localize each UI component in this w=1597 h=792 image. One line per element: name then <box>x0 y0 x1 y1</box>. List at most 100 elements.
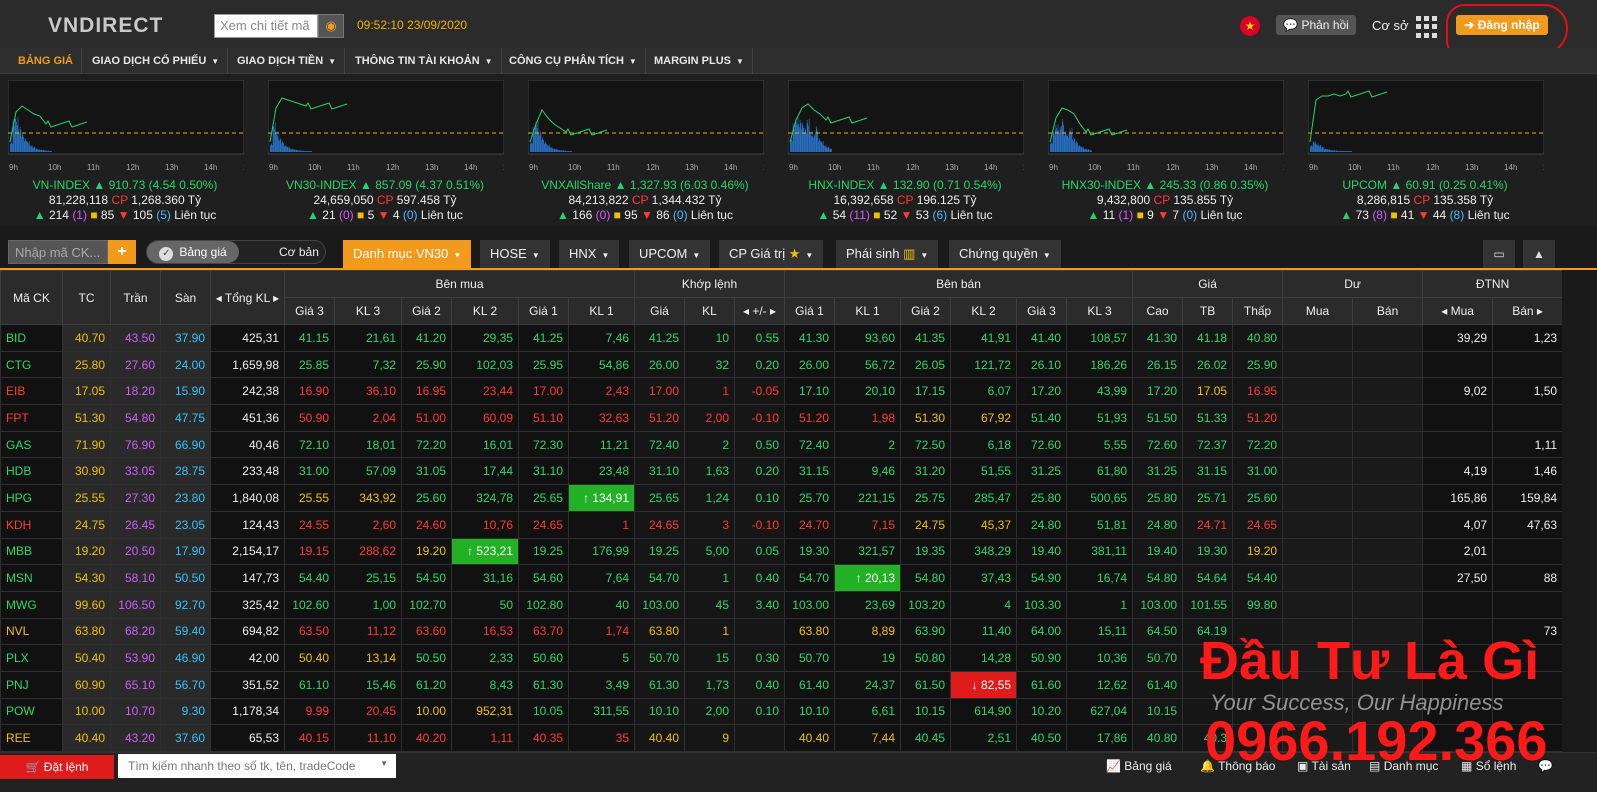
col-sub-6[interactable]: Giá <box>634 297 685 325</box>
stock-code-input[interactable]: Nhập mã CK... <box>8 240 108 264</box>
stock-code[interactable]: POW <box>0 697 63 726</box>
nav-margin-plus[interactable]: MARGIN PLUS ▼ <box>646 48 753 74</box>
quick-search-input[interactable]: Tìm kiếm nhanh theo số tk, tên, tradeCod… <box>118 754 396 778</box>
table-row[interactable]: GAS 71.90 76.90 66.90 40,46 72.10 18,01 72.20 16… <box>0 430 1564 459</box>
col-sub-8[interactable]: ◂ +/- ▸ <box>734 297 785 325</box>
footer-thong-bao[interactable]: 🔔 Thông báo <box>1200 759 1276 773</box>
stock-code[interactable]: NVL <box>0 617 63 646</box>
table-row[interactable]: NVL 63.80 68.20 59.40 694,82 63.50 11,12 63.60 1… <box>0 617 1564 646</box>
tab-phai-sinh[interactable]: Phái sinh ▥ ▼ <box>836 240 939 268</box>
table-row[interactable]: BID 40.70 43.50 37.90 425,31 41.15 21,61 41.20 2… <box>0 324 1564 352</box>
col-sub-14[interactable]: KL 3 <box>1065 297 1134 325</box>
index-panel-hnx-index[interactable]: 9h 10h 11h 12h 13h 14h 15h HNX-INDEX ▲ 132.90 … <box>780 74 1030 226</box>
index-panel-vn30-index[interactable]: 9h 10h 11h 12h 13h 14h 15h VN30-INDEX ▲ 857.09… <box>260 74 510 226</box>
stock-code[interactable]: PNJ <box>0 670 63 699</box>
col-sub-17[interactable]: Thấp <box>1232 297 1284 325</box>
col-sub-0[interactable]: Giá 3 <box>284 297 335 325</box>
col-sub-20[interactable]: ◂ Mua <box>1422 297 1494 325</box>
stock-code[interactable]: GAS <box>0 430 63 459</box>
col-ma-ck[interactable]: Mã CK <box>0 270 63 325</box>
col-sub-5[interactable]: KL 1 <box>568 297 635 325</box>
stock-code[interactable]: HDB <box>0 457 63 486</box>
tab-cp-gia-tri[interactable]: CP Giá trị ★ ▼ <box>719 240 824 268</box>
table-row[interactable]: HPG 25.55 27.30 23.80 1,840,08 25.55 343,92 25.… <box>0 484 1564 512</box>
coso-label[interactable]: Cơ sở <box>1372 18 1409 33</box>
place-order-button[interactable]: 🛒 Đặt lệnh <box>0 755 114 779</box>
feedback-button[interactable]: 💬 Phản hồi <box>1276 15 1356 35</box>
footer-tai-san[interactable]: ▣ Tài sản <box>1297 759 1351 773</box>
stock-code[interactable]: MSN <box>0 564 63 592</box>
col-tong-kl[interactable]: ◂ Tổng KL ▸ <box>210 270 285 325</box>
table-row[interactable]: CTG 25.80 27.60 24.00 1,659,98 25.85 7,32 25.90… <box>0 350 1564 379</box>
monitor-icon[interactable]: ▭ <box>1483 240 1515 268</box>
col-sub-9[interactable]: Giá 1 <box>784 297 835 325</box>
nav-thong-tin-tai-khoan[interactable]: THÔNG TIN TÀI KHOẢN ▼ <box>347 48 502 74</box>
nav-giao-dich-co-phieu[interactable]: GIAO DỊCH CỔ PHIẾU ▼ <box>84 48 229 74</box>
tab-hose[interactable]: HOSE ▼ <box>480 240 550 268</box>
add-stock-button[interactable]: + <box>108 240 136 264</box>
col-sub-19[interactable]: Bán <box>1352 297 1424 325</box>
stock-code[interactable]: FPT <box>0 404 63 432</box>
stock-code[interactable]: HPG <box>0 484 63 512</box>
stock-code[interactable]: BID <box>0 324 63 352</box>
table-row[interactable]: POW 10.00 10.70 9.30 1,178,34 9.99 20,45 10.00 9… <box>0 697 1564 726</box>
view-eye-icon[interactable]: ◉ <box>318 14 344 38</box>
col-sub-2[interactable]: Giá 2 <box>401 297 452 325</box>
col-tc[interactable]: TC <box>62 270 111 325</box>
table-row[interactable]: EIB 17.05 18.20 15.90 242,38 16.90 36,10 16.95 2… <box>0 377 1564 406</box>
col-sub-21[interactable]: Bán ▸ <box>1492 297 1564 325</box>
table-row[interactable]: PNJ 60.90 65.10 56.70 351,52 61.10 15,46 61.20 8… <box>0 670 1564 699</box>
nav-cong-cu-phan-tich[interactable]: CÔNG CỤ PHÂN TÍCH ▼ <box>501 48 646 74</box>
col-sub-16[interactable]: TB <box>1182 297 1234 325</box>
table-row[interactable]: MSN 54.30 58.10 50.50 147,73 54.40 25,15 54.50 3… <box>0 564 1564 592</box>
col-san[interactable]: Sàn <box>160 270 211 325</box>
table-row[interactable]: KDH 24.75 26.45 23.05 124,43 24.55 2,60 24.60 10… <box>0 510 1564 539</box>
col-sub-11[interactable]: Giá 2 <box>900 297 951 325</box>
col-sub-15[interactable]: Cao <box>1132 297 1184 325</box>
col-sub-13[interactable]: Giá 3 <box>1016 297 1067 325</box>
toggle-bang-gia[interactable]: ✓ Bảng giá <box>147 241 239 263</box>
stock-code[interactable]: PLX <box>0 644 63 672</box>
nav-giao-dich-tien[interactable]: GIAO DỊCH TIỀN ▼ <box>229 48 346 74</box>
tab-chung-quyen[interactable]: Chứng quyền ▼ <box>949 240 1061 268</box>
col-sub-10[interactable]: KL 1 <box>834 297 901 325</box>
vertical-scrollbar[interactable] <box>1562 270 1597 752</box>
index-panel-upcom[interactable]: 9h 10h 11h 12h 13h 14h 15h UPCOM ▲ 60.91 (0.25… <box>1300 74 1550 226</box>
toggle-co-ban[interactable]: Cơ bản <box>279 245 319 259</box>
board-mode-toggle[interactable]: ✓ Bảng giá Cơ bản <box>146 240 326 264</box>
vietnam-flag-icon[interactable]: ★ <box>1240 16 1260 36</box>
col-sub-18[interactable]: Mua <box>1282 297 1354 325</box>
col-sub-4[interactable]: Giá 1 <box>518 297 569 325</box>
table-row[interactable]: PLX 50.40 53.90 46.90 42,00 50.40 13,14 50.50 2,… <box>0 644 1564 672</box>
tab-hnx[interactable]: HNX ▼ <box>559 240 620 268</box>
tab-upcom[interactable]: UPCOM ▼ <box>629 240 711 268</box>
stock-code[interactable]: MBB <box>0 537 63 566</box>
col-sub-3[interactable]: KL 2 <box>451 297 519 325</box>
col-sub-7[interactable]: KL <box>684 297 735 325</box>
index-panel-vn-index[interactable]: 9h 10h 11h 12h 13h 14h 15h VN-INDEX ▲ 910.73 (… <box>0 74 250 226</box>
chevron-up-icon[interactable]: ▲ <box>1523 240 1555 268</box>
stock-code[interactable]: EIB <box>0 377 63 406</box>
chat-icon[interactable]: 💬 <box>1538 759 1553 773</box>
table-row[interactable]: REE 40.40 43.20 37.60 65,53 40.15 11,10 40.20 1,… <box>0 724 1564 752</box>
stock-code[interactable]: CTG <box>0 350 63 379</box>
footer-danh-muc[interactable]: ▤ Danh mục <box>1369 759 1439 773</box>
tab-danh-muc-vn30[interactable]: Danh mục VN30 ▼ <box>343 240 472 268</box>
stock-detail-search[interactable]: Xem chi tiết mã <box>214 14 318 38</box>
nav-bang-gia[interactable]: BẢNG GIÁ <box>10 48 82 74</box>
table-row[interactable]: HDB 30.90 33.05 28.75 233,48 31.00 57,09 31.05 1… <box>0 457 1564 486</box>
table-row[interactable]: MBB 19.20 20.50 17.90 2,154,17 19.15 288,62 19.… <box>0 537 1564 566</box>
col-tran[interactable]: Trần <box>110 270 161 325</box>
col-sub-12[interactable]: KL 2 <box>950 297 1017 325</box>
stock-code[interactable]: MWG <box>0 590 63 619</box>
footer-bang-gia[interactable]: 📈 Bảng giá <box>1106 759 1172 773</box>
footer-so-lenh[interactable]: ▦ Sổ lệnh <box>1461 759 1517 773</box>
table-row[interactable]: MWG 99.60 106.50 92.70 325,42 102.60 1,00 102.7… <box>0 590 1564 619</box>
vndirect-logo[interactable]: VNDIRECT <box>48 14 164 37</box>
apps-grid-icon[interactable] <box>1416 16 1438 38</box>
table-row[interactable]: FPT 51.30 54.80 47.75 451,36 50.90 2,04 51.00 60… <box>0 404 1564 432</box>
stock-code[interactable]: KDH <box>0 510 63 539</box>
index-panel-hnx30-index[interactable]: 9h 10h 11h 12h 13h 14h 15h HNX30-INDEX ▲ 245.3… <box>1040 74 1290 226</box>
col-sub-1[interactable]: KL 3 <box>334 297 402 325</box>
index-panel-vnxallshare[interactable]: 9h 10h 11h 12h 13h 14h 15h VNXAllShare ▲ 1,327… <box>520 74 770 226</box>
